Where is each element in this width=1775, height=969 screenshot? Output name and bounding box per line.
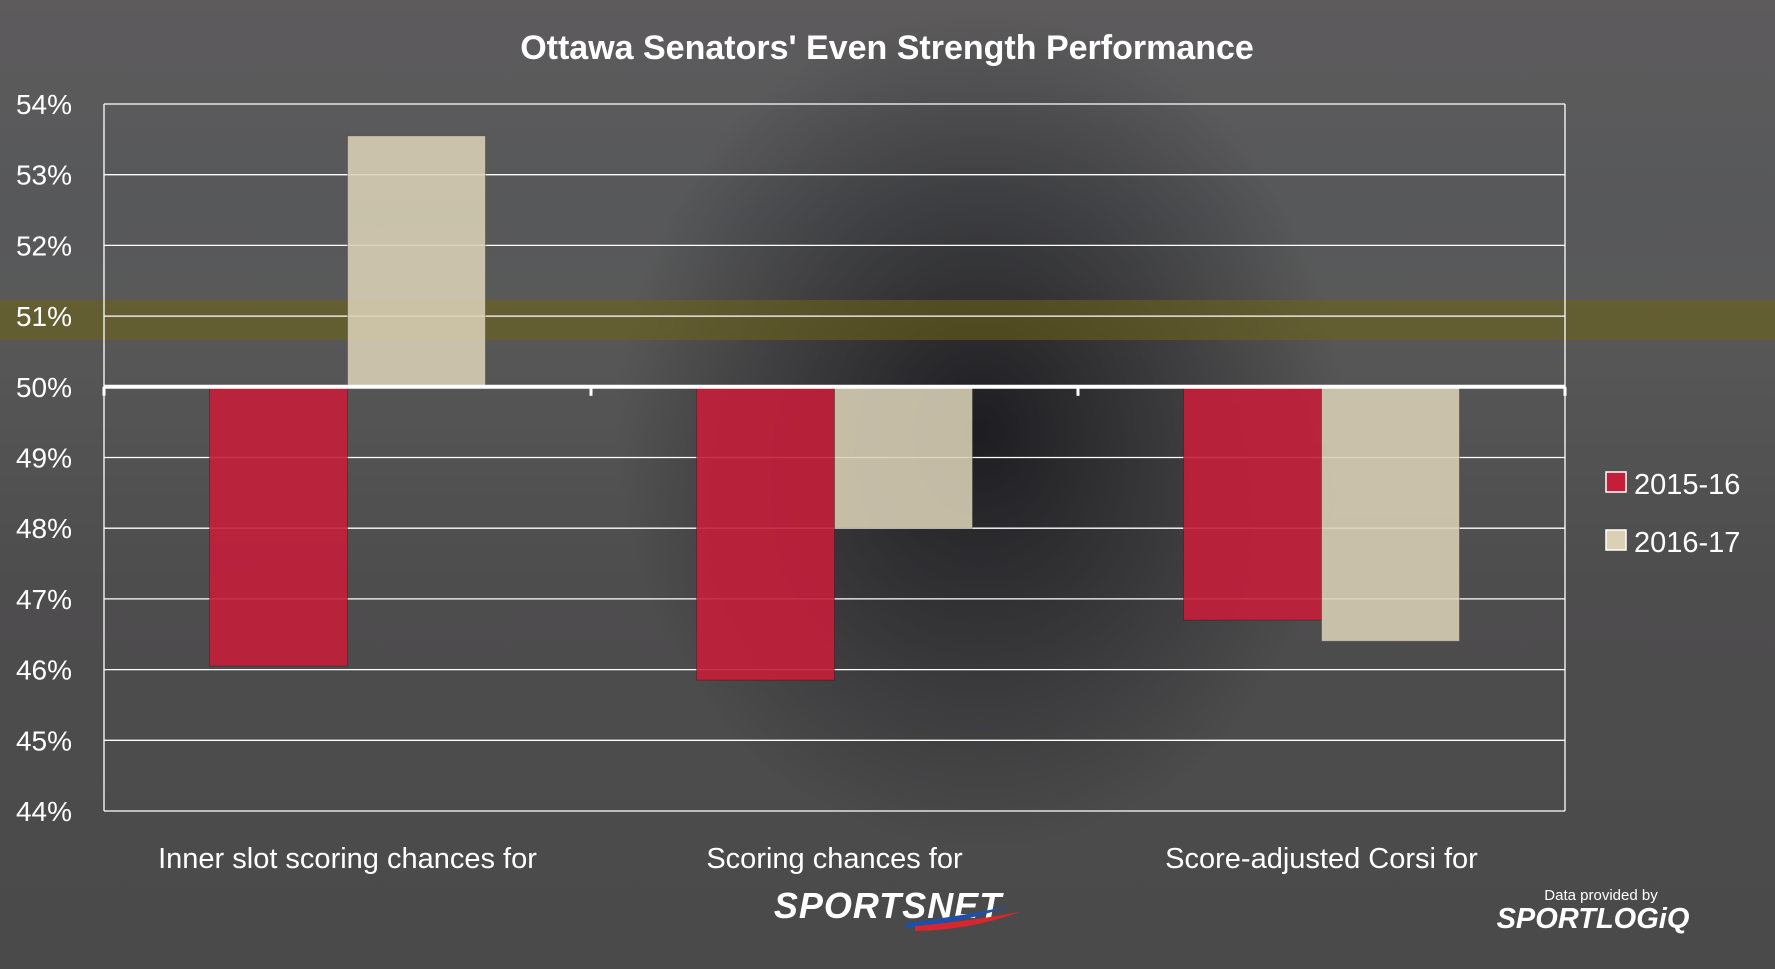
bar-series-2	[1321, 386, 1460, 642]
legend: 2015-16 2016-17	[1605, 469, 1740, 559]
bar-series-1	[209, 386, 348, 667]
sportsnet-swoosh-icon	[905, 906, 1010, 928]
legend-swatch	[1605, 529, 1627, 551]
x-axis-ticks: Inner slot scoring chances for Scoring ch…	[158, 843, 1478, 875]
bar-series-2	[834, 386, 973, 529]
sportsnet-swoosh-red-icon	[915, 912, 1020, 931]
bar-series-1	[1183, 386, 1322, 621]
x-tick-label: Score-adjusted Corsi for	[1165, 843, 1478, 875]
y-tick-label: 45%	[16, 725, 72, 756]
y-axis-ticks: 44% 45% 46% 47% 48% 49% 50% 51% 52% 53% 54%	[16, 89, 72, 827]
chart-title: Ottawa Senators' Even Strength Performan…	[520, 29, 1254, 67]
data-provided-by: Data provided by	[1544, 887, 1658, 904]
legend-label: 2015-16	[1634, 469, 1740, 501]
y-tick-label: 50%	[16, 372, 72, 403]
y-tick-label: 47%	[16, 584, 72, 615]
y-tick-label: 49%	[16, 443, 72, 474]
axes	[102, 104, 1567, 811]
bar-series-2	[347, 135, 486, 388]
y-tick-label: 51%	[16, 301, 72, 332]
x-tick-label: Scoring chances for	[706, 843, 963, 875]
y-tick-label: 54%	[16, 89, 72, 120]
sportlogiq-logo: Data provided by SPORTLOGiQ	[1497, 887, 1690, 935]
bars	[209, 135, 1460, 681]
y-tick-label: 53%	[16, 160, 72, 191]
y-tick-label: 48%	[16, 513, 72, 544]
sportlogiq-wordmark: SPORTLOGiQ	[1497, 903, 1690, 935]
legend-label: 2016-17	[1634, 527, 1740, 559]
sportsnet-logo: SPORTSNET	[774, 885, 1020, 931]
legend-swatch	[1605, 471, 1627, 493]
bar-series-1	[696, 386, 835, 681]
x-tick-label: Inner slot scoring chances for	[158, 843, 537, 875]
y-tick-label: 52%	[16, 230, 72, 261]
sportsnet-wordmark: SPORTSNET	[774, 885, 1004, 926]
y-tick-label: 46%	[16, 655, 72, 686]
y-tick-label: 44%	[16, 796, 72, 827]
